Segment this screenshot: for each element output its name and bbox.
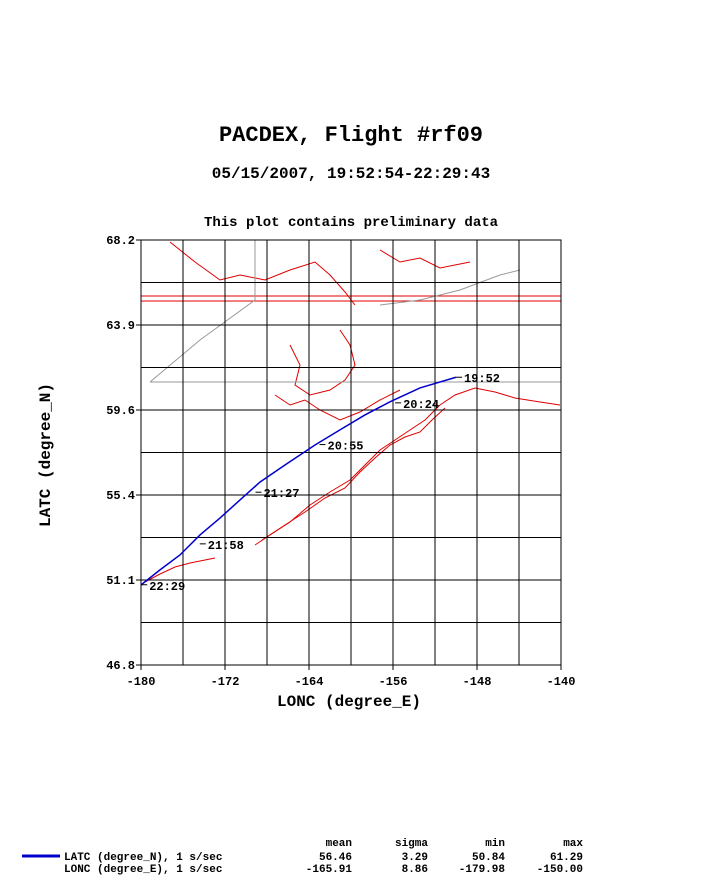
stats-cell: 8.86 xyxy=(402,864,428,876)
chart-note: This plot contains preliminary data xyxy=(204,215,499,231)
y-tick-label: 55.4 xyxy=(106,489,135,503)
chart-title: PACDEX, Flight #rf09 xyxy=(219,123,483,148)
stats-header: max xyxy=(563,838,583,850)
stats-header: sigma xyxy=(395,838,428,850)
legend-label: LATC (degree_N), 1 s/sec xyxy=(64,852,222,864)
stats-header: min xyxy=(485,838,505,850)
annotation: 20:55 xyxy=(328,440,364,454)
annotation: 22:29 xyxy=(149,580,185,594)
x-axis-label: LONC (degree_E) xyxy=(277,693,421,711)
stats-cell: -165.91 xyxy=(306,864,353,876)
stats-cell: 56.46 xyxy=(319,852,352,864)
annotation: 21:58 xyxy=(208,539,244,553)
stats-row-label: LONC (degree_E), 1 s/sec xyxy=(64,864,222,876)
y-tick-label: 63.9 xyxy=(106,319,135,333)
annotation: 21:27 xyxy=(263,487,299,501)
x-tick-label: -172 xyxy=(211,675,240,689)
stats-header: mean xyxy=(326,838,352,850)
stats-cell: 3.29 xyxy=(402,852,428,864)
flight-track xyxy=(140,376,457,586)
y-tick-label: 68.2 xyxy=(106,234,135,248)
boundary xyxy=(149,240,561,383)
x-tick-label: -164 xyxy=(295,675,324,689)
stats-cell: -150.00 xyxy=(537,864,583,876)
y-tick-label: 46.8 xyxy=(106,659,135,673)
annotation: 19:52 xyxy=(464,372,500,386)
annotation: 20:24 xyxy=(403,398,439,412)
plot-frame xyxy=(140,239,562,666)
x-tick-label: -180 xyxy=(127,675,156,689)
stats-cell: 50.84 xyxy=(472,852,505,864)
x-tick-label: -148 xyxy=(463,675,492,689)
y-axis-label: LATC (degree_N) xyxy=(37,383,55,527)
stats-cell: 61.29 xyxy=(550,852,583,864)
stats-cell: -179.98 xyxy=(459,864,506,876)
x-tick-label: -156 xyxy=(379,675,408,689)
y-tick-label: 51.1 xyxy=(106,574,135,588)
x-tick-label: -140 xyxy=(547,675,576,689)
chart-subtitle: 05/15/2007, 19:52:54-22:29:43 xyxy=(212,165,490,183)
y-tick-label: 59.6 xyxy=(106,404,135,418)
